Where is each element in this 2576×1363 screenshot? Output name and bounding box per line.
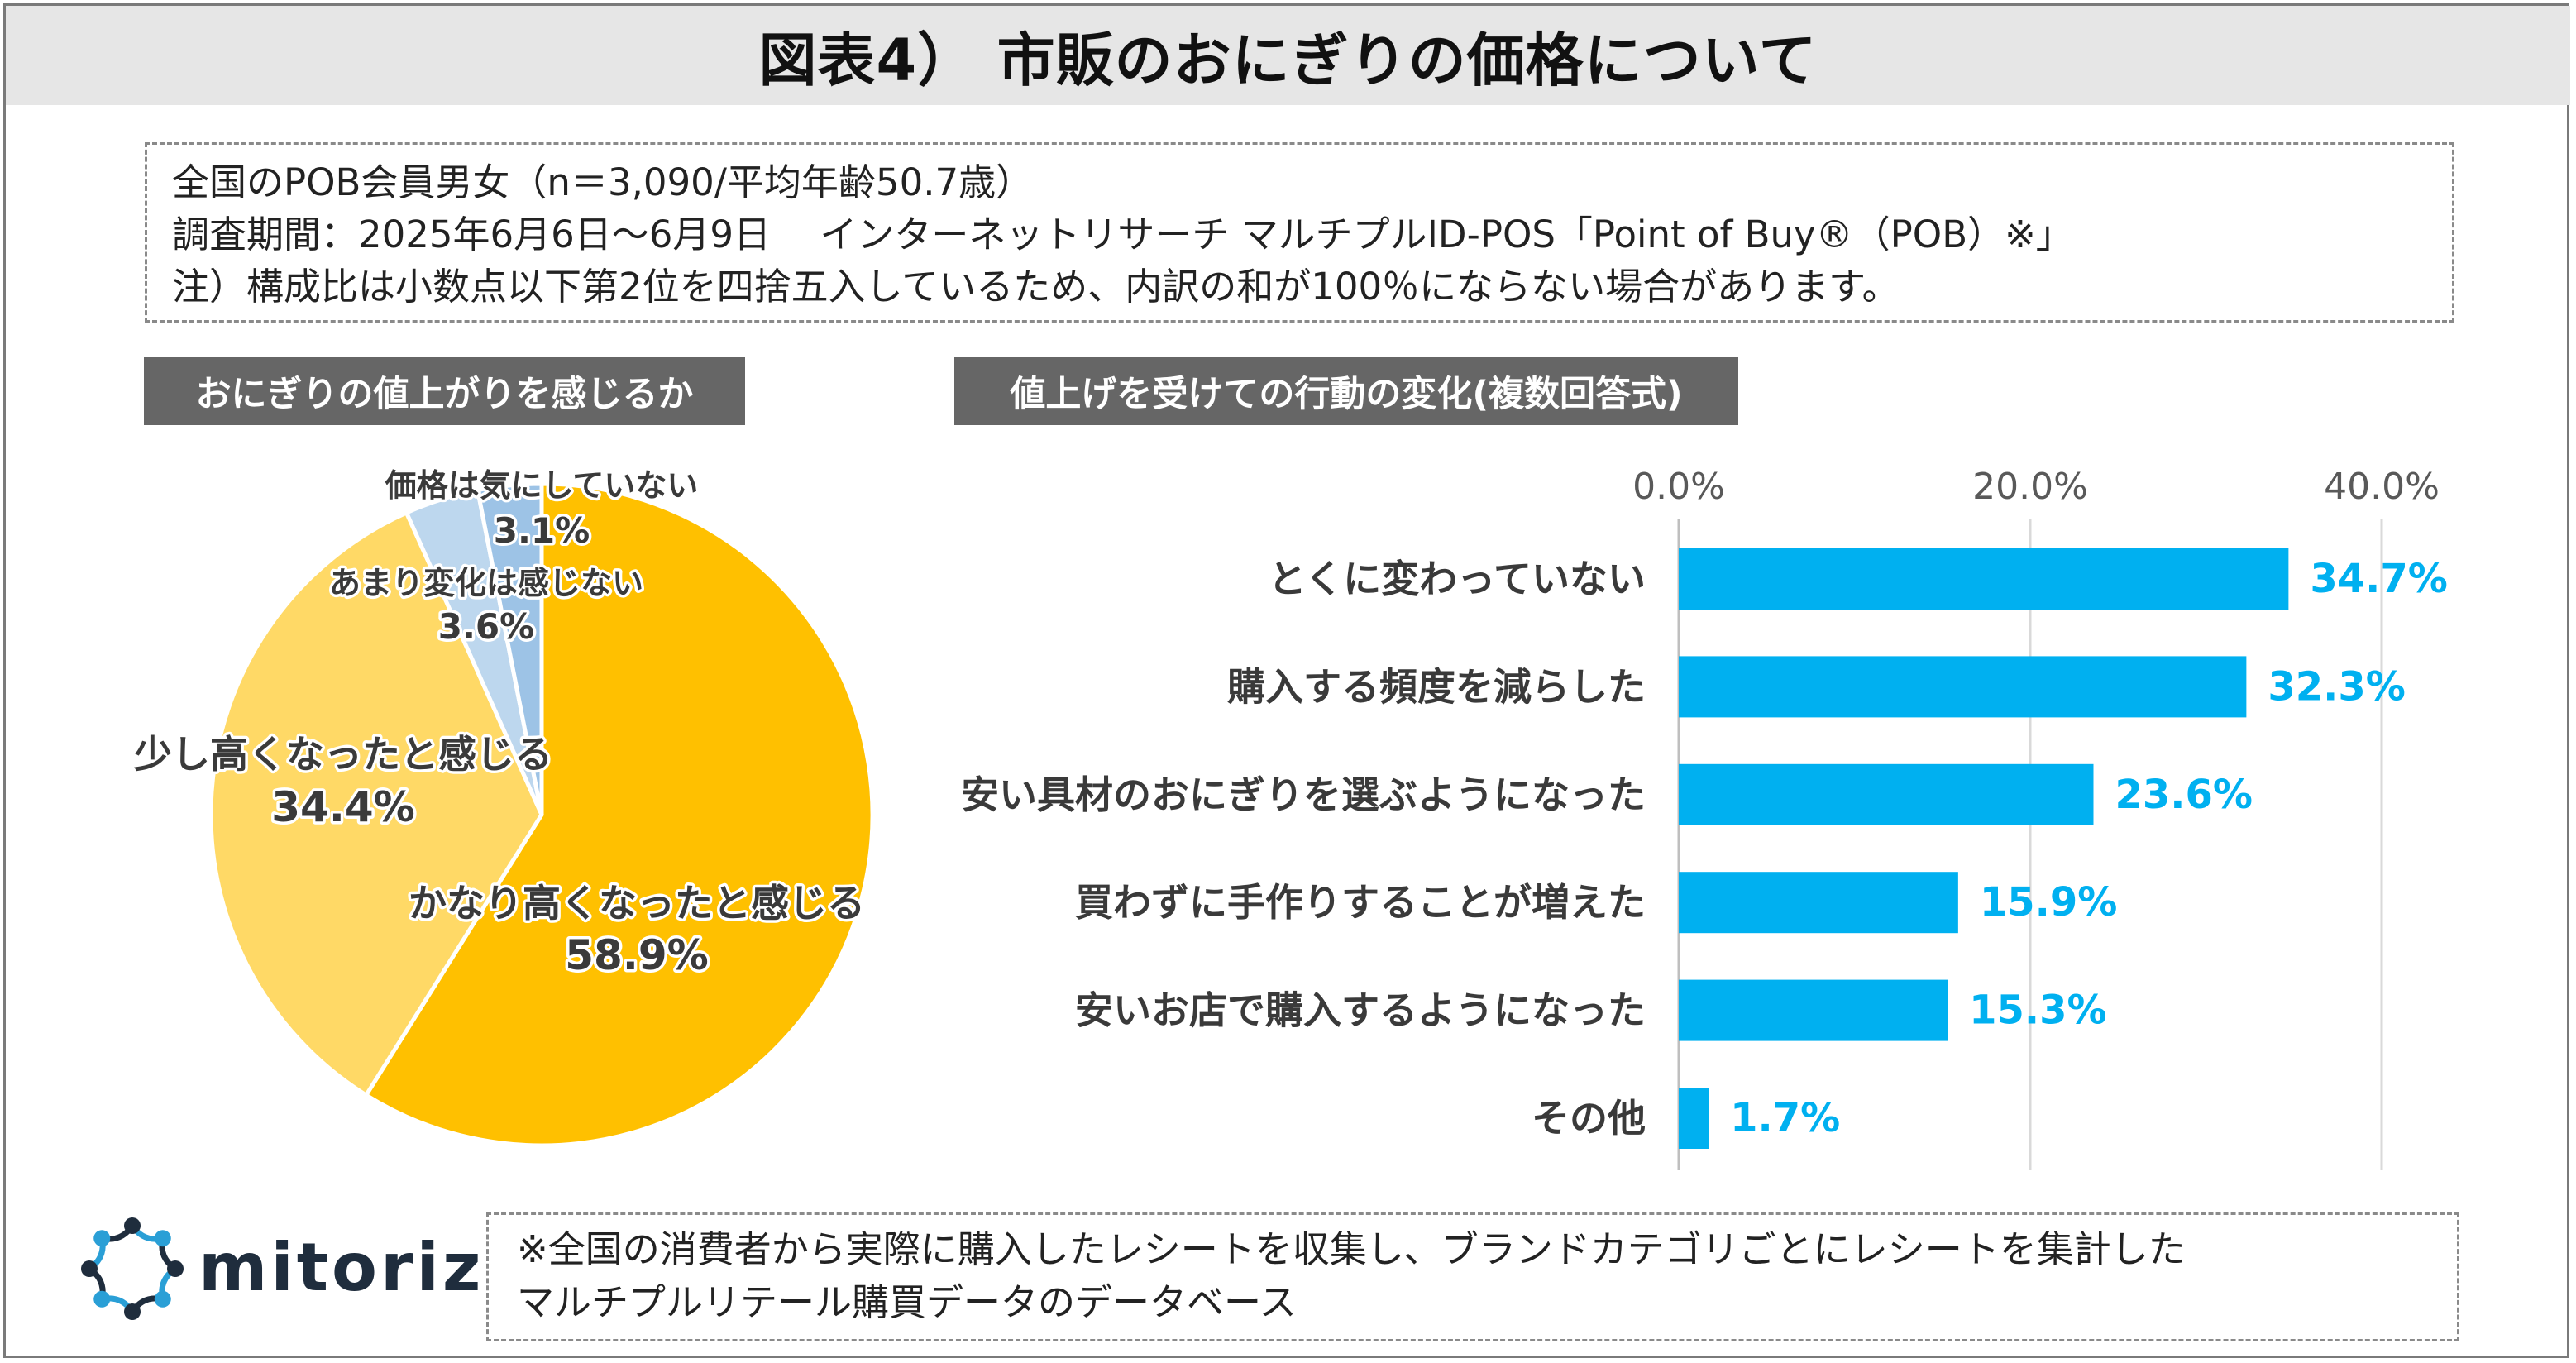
x-tick-label-0: 0.0%	[1632, 466, 1725, 508]
survey-info-box: 全国のPOB会員男女（n＝3,090/平均年齢50.7歳） 調査期間：2025年…	[145, 142, 2454, 323]
logo-node-1	[154, 1290, 171, 1308]
bar-2	[1679, 763, 2094, 825]
bar-category-label-2: 安い具材のおにぎりを選ぶようになった	[961, 772, 1646, 817]
logo-text: mitoriz	[198, 1229, 485, 1306]
footnote-line-2: マルチプルリテール購買データのデータベース	[517, 1280, 1297, 1324]
bar-category-label-3: 買わずに手作りすることが増えた	[1075, 880, 1646, 925]
pie-slice-0	[363, 481, 875, 1148]
pie-slice-label-1: 少し高くなったと感じる	[134, 732, 552, 777]
bar-4	[1679, 979, 1948, 1041]
bar-category-label-0: とくに変わっていない	[1269, 557, 1646, 601]
pie-slice-label-2: あまり変化は感じない	[329, 565, 643, 601]
page-title: 図表4） 市販のおにぎりの価格について	[758, 26, 1818, 94]
logo-node-5	[93, 1230, 111, 1247]
bar-1	[1679, 656, 2247, 718]
pie-slice-value-0: 58.9%	[565, 931, 708, 979]
bar-3	[1679, 872, 1958, 934]
bar-chart: 0.0% 20.0% 40.0% とくに変わっていない 34.7% 購入する頻度を減らした…	[961, 466, 2448, 1170]
survey-line-2: 調査期間：2025年6月6日～6月9日 インターネットリサーチ マルチプルID-…	[172, 213, 2073, 256]
bar-category-label-5: その他	[1532, 1096, 1646, 1141]
bar-value-label-0: 34.7%	[2310, 556, 2448, 602]
title-bar: 図表4） 市販のおにぎりの価格について	[6, 6, 2570, 105]
footnote-box: ※全国の消費者から実際に購入したレシートを収集し、ブランドカテゴリごとにレシート…	[486, 1212, 2459, 1341]
bar-category-label-4: 安いお店で購入するようになった	[1075, 988, 1646, 1033]
logo-node-6	[124, 1217, 141, 1234]
footnote-line-1: ※全国の消費者から実際に購入したレシートを収集し、ブランドカテゴリごとにレシート…	[517, 1227, 2186, 1271]
logo-node-4	[81, 1260, 98, 1277]
pie-chart-title: おにぎりの値上がりを感じるか	[144, 357, 745, 425]
bar-5	[1679, 1088, 1709, 1149]
logo-node-2	[124, 1303, 141, 1320]
pie-slice-1	[208, 509, 544, 1098]
pie-slice-value-3: 3.1%	[494, 510, 590, 551]
mitoriz-logo-icon	[81, 1217, 184, 1320]
x-tick-label-1: 20.0%	[1972, 466, 2088, 508]
pie-slice-label-3: 価格は気にしていない	[385, 467, 699, 504]
logo-node-0	[167, 1260, 184, 1277]
bar-chart-title: 値上げを受けての行動の変化(複数回答式)	[954, 357, 1738, 425]
survey-line-1: 全国のPOB会員男女（n＝3,090/平均年齢50.7歳）	[172, 160, 1034, 204]
survey-line-3: 注）構成比は小数点以下第2位を四捨五入しているため、内訳の和が100％にならない…	[172, 265, 1900, 308]
x-tick-label-2: 40.0%	[2324, 466, 2440, 508]
bar-value-label-3: 15.9%	[1980, 879, 2118, 925]
pie-slice-label-0: かなり高くなったと感じる	[409, 881, 865, 925]
pie-slice-value-1: 34.4%	[271, 783, 414, 831]
logo-node-7	[154, 1230, 171, 1247]
logo-node-3	[93, 1290, 111, 1308]
pie-slice-3	[475, 481, 544, 815]
bar-0	[1679, 548, 2289, 610]
pie-chart: かなり高くなったと感じる 58.9% 少し高くなったと感じる 34.4% あまり変化は感…	[131, 465, 875, 1148]
bar-value-label-4: 15.3%	[1969, 988, 2107, 1034]
pie-slice-value-2: 3.6%	[438, 606, 534, 647]
bar-value-label-1: 32.3%	[2268, 663, 2406, 710]
bar-value-label-5: 1.7%	[1730, 1095, 1840, 1141]
bar-value-label-2: 23.6%	[2115, 772, 2253, 818]
bar-category-label-1: 購入する頻度を減らした	[1227, 664, 1646, 709]
